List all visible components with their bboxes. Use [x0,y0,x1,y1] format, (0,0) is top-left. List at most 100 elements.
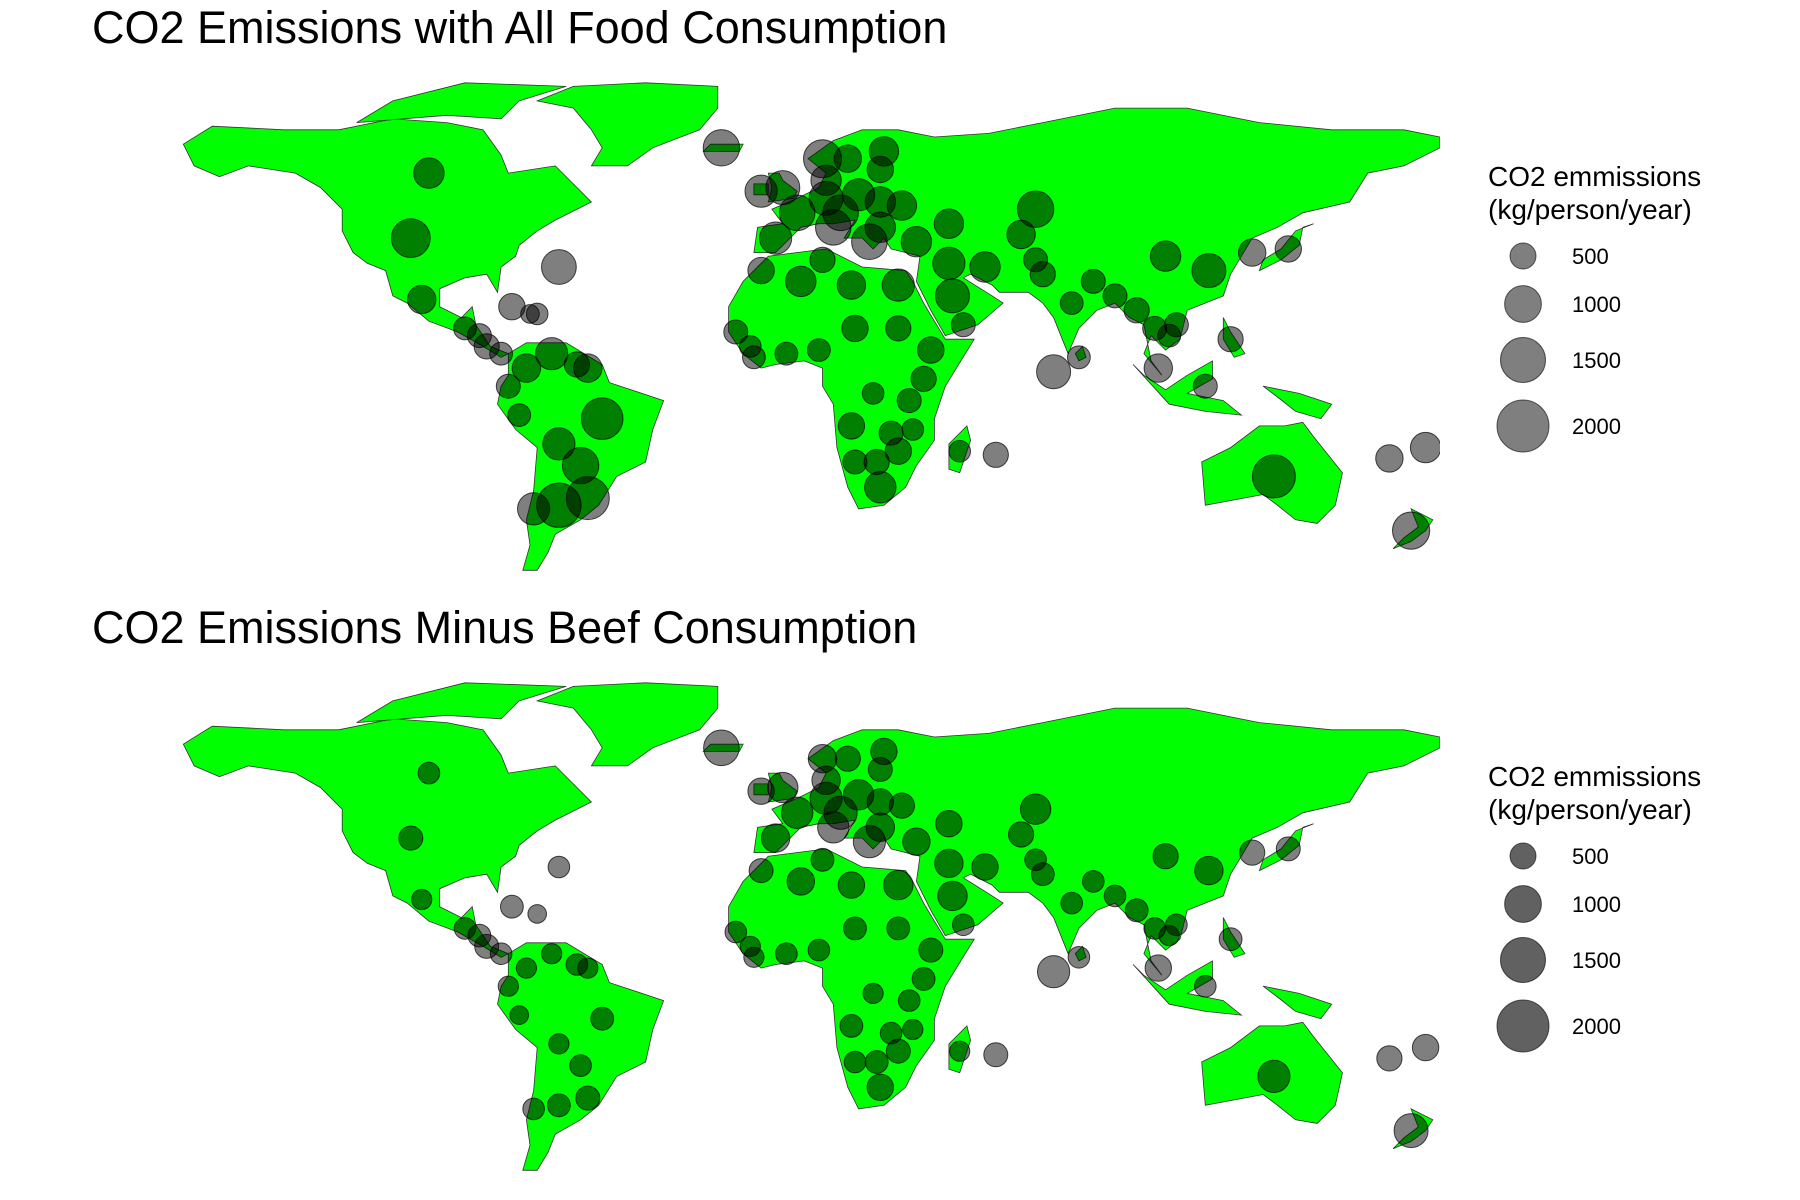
emission-bubble [417,761,441,785]
legend-label: 2000 [1572,414,1621,439]
legend-title: CO2 emmissions (kg/person/year) [1488,160,1701,226]
emission-bubble [411,888,433,911]
legend-bubble [1509,842,1537,870]
emission-bubble [937,880,968,912]
emission-bubble [886,190,918,221]
land-layer [182,82,1440,571]
emission-bubble [933,208,965,239]
emission-bubble [863,448,890,476]
legend-label: 1500 [1572,948,1621,973]
emission-bubble [885,1038,911,1064]
emission-bubble [509,1005,530,1025]
legend-bubble [1500,337,1546,383]
emission-bubble [839,1014,864,1038]
emission-bubble [767,771,799,804]
emission-bubble [833,144,862,173]
emission-bubble [590,1006,615,1031]
emission-bubble [969,251,1001,283]
emission-bubble [1375,444,1404,473]
emission-bubble [881,268,915,302]
emission-bubble [842,449,868,475]
emission-bubble [952,913,975,937]
emission-bubble [1275,836,1301,862]
emission-bubble [723,319,749,345]
emission-bubble [743,946,765,968]
emission-bubble [1067,345,1091,370]
emission-bubble [934,848,964,879]
land-eurasia [753,707,1440,976]
emission-bubble [1274,235,1303,263]
emission-bubble [1124,898,1149,923]
emission-bubble [949,1040,971,1062]
land-eurasia [753,107,1440,376]
emission-bubble [911,967,936,991]
emission-bubble [489,341,514,366]
legend-title: CO2 emmissions (kg/person/year) [1488,760,1701,826]
emission-bubble [390,218,431,259]
emission-bubble [935,278,970,314]
emission-bubble [1059,291,1084,316]
emission-bubble [500,894,524,919]
map-panel-minus-beef: CO2 Emissions Minus Beef Consumption CO2… [0,600,1800,1200]
emission-bubble [1082,870,1105,893]
legend-title-line2: (kg/person/year) [1488,794,1692,825]
emission-bubble [702,129,741,167]
emission-bubble [1067,946,1091,969]
emission-bubble [910,365,937,392]
emission-bubble [573,353,603,383]
emission-bubble [862,982,884,1004]
world-map [182,82,1440,571]
emission-bubble [888,792,916,819]
land-north-america [182,718,593,958]
emission-bubble [815,209,852,246]
emission-bubble [865,812,895,843]
emission-bubble [900,226,933,258]
legend-label: 500 [1572,244,1609,269]
emission-bubble [948,439,972,463]
emission-bubble [580,397,624,441]
emission-bubble [548,1033,570,1055]
emission-bubble [1019,793,1052,825]
emission-bubble [837,871,866,899]
emission-bubble [897,989,921,1012]
emission-bubble [1165,913,1188,937]
emission-bubble [547,1093,571,1118]
legend-label: 1500 [1572,348,1621,373]
emission-bubble [535,337,569,371]
emission-bubble [775,942,798,966]
emission-bubble [807,338,831,363]
legend-bubble [1500,937,1546,983]
emission-bubble [809,246,836,273]
bubble-layer [390,129,1440,550]
emission-bubble [778,194,816,232]
map-title: CO2 Emissions with All Food Consumption [92,2,948,53]
emission-bubble [724,920,748,944]
legend-title-line1: CO2 emmissions [1488,161,1702,192]
emission-bubble [541,943,563,965]
legend-label: 1000 [1572,892,1621,917]
emission-bubble [918,937,944,963]
legend-title-line2: (kg/person/year) [1488,194,1692,225]
emission-bubble [527,904,548,924]
emission-bubble [1102,283,1128,309]
emission-bubble [489,942,513,966]
emission-bubble [1251,454,1296,499]
emission-bubble [1392,511,1431,550]
emission-bubble [1217,326,1244,353]
emission-bubble [413,157,445,189]
land-new-guinea [1262,985,1333,1020]
emission-bubble [1143,353,1173,383]
emission-bubble [817,811,850,844]
emission-bubble [547,855,571,879]
emission-bubble [935,810,963,838]
emission-bubble [703,729,740,767]
map-panel-all-food: CO2 Emissions with All Food Consumption … [92,2,1701,571]
emission-bubble [785,265,817,298]
emission-bubble [1016,190,1055,228]
emission-bubble [971,853,999,881]
legend-bubble [1496,999,1550,1053]
land-north-america [182,118,593,358]
emission-bubble [541,249,577,285]
emission-bubble [774,341,799,366]
emission-bubble [1103,884,1127,908]
